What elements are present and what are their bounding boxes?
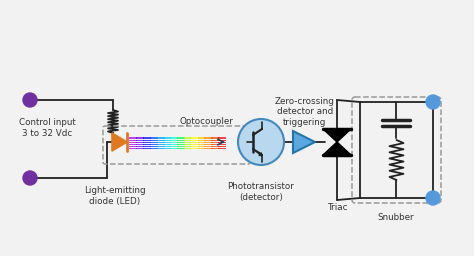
- FancyArrow shape: [257, 151, 262, 156]
- Text: Triac: Triac: [327, 204, 347, 212]
- Circle shape: [23, 171, 37, 185]
- Text: Phototransistor
(detector): Phototransistor (detector): [228, 182, 294, 202]
- Text: Zero-crossing
detector and
triggering: Zero-crossing detector and triggering: [275, 97, 335, 127]
- Text: Optocoupler: Optocoupler: [180, 118, 234, 126]
- Text: Snubber: Snubber: [378, 214, 414, 222]
- Circle shape: [426, 191, 440, 205]
- Text: Control input
3 to 32 Vdc: Control input 3 to 32 Vdc: [18, 118, 75, 138]
- Circle shape: [426, 95, 440, 109]
- Text: Light-emitting
diode (LED): Light-emitting diode (LED): [84, 186, 146, 206]
- Polygon shape: [323, 129, 351, 142]
- Circle shape: [23, 93, 37, 107]
- Polygon shape: [323, 142, 351, 155]
- Polygon shape: [112, 133, 127, 151]
- Polygon shape: [293, 131, 315, 153]
- Circle shape: [238, 119, 284, 165]
